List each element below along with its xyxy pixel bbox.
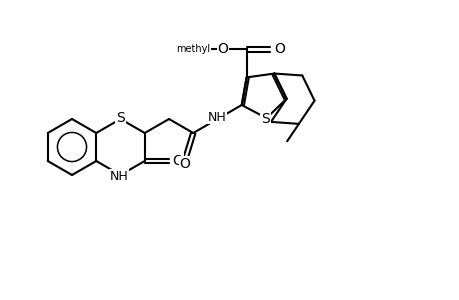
Text: S: S bbox=[116, 111, 124, 125]
Text: O: O bbox=[274, 42, 284, 56]
Text: methyl: methyl bbox=[176, 44, 210, 54]
Text: O: O bbox=[179, 157, 190, 171]
Text: S: S bbox=[261, 112, 269, 126]
Text: O: O bbox=[172, 154, 183, 168]
Text: NH: NH bbox=[110, 169, 129, 182]
Text: NH: NH bbox=[207, 110, 226, 124]
Text: O: O bbox=[217, 42, 228, 56]
